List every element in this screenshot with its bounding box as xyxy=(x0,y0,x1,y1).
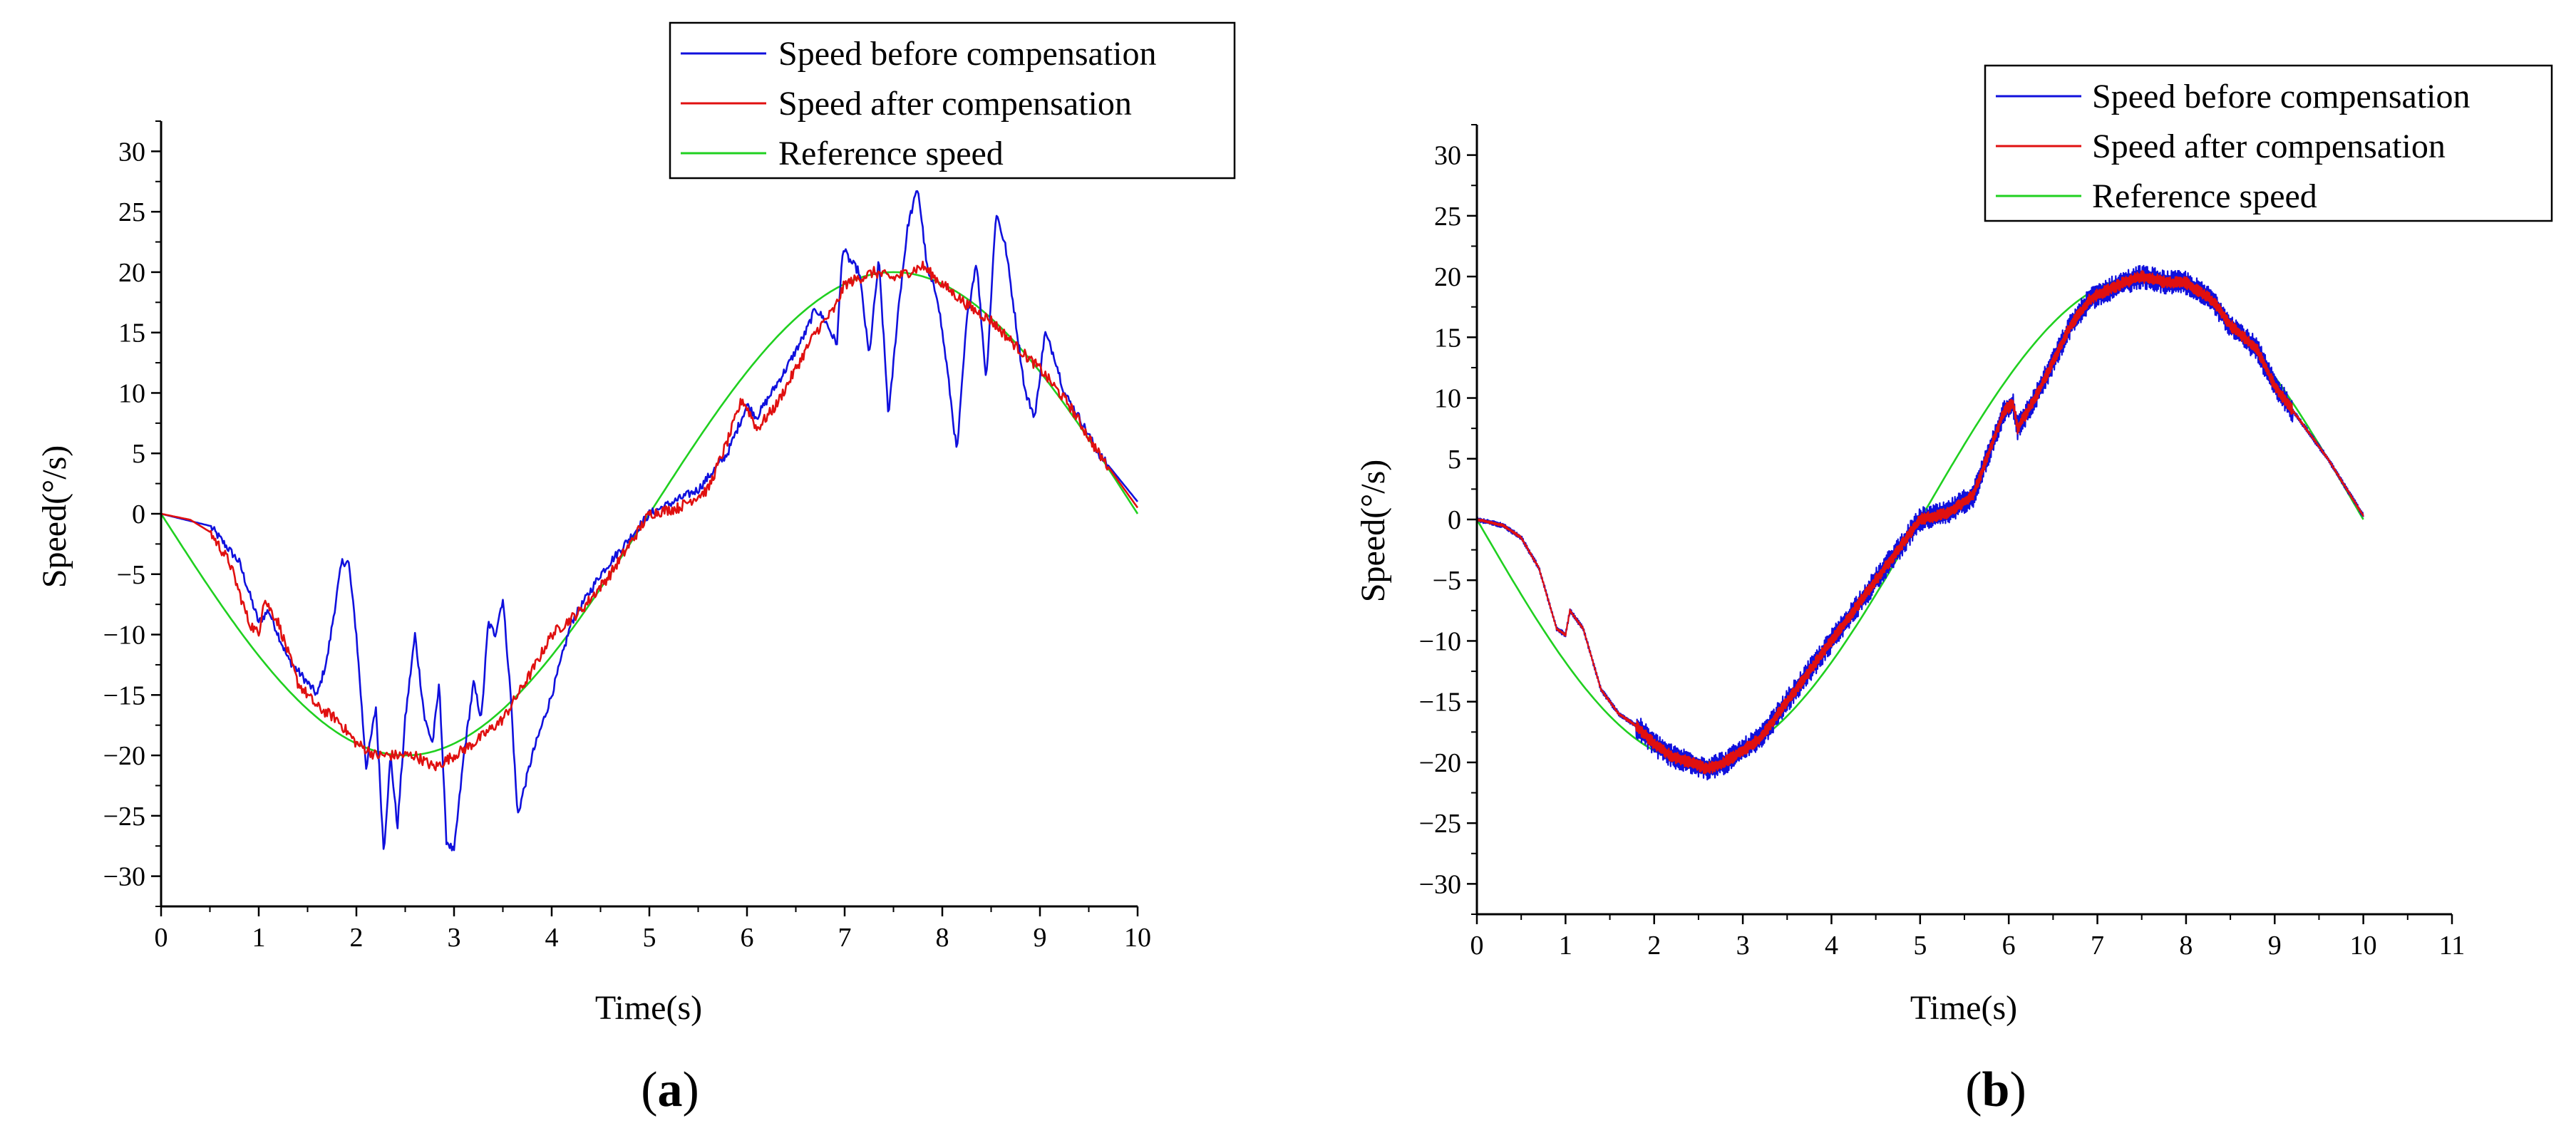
x-tick-label-b: 10 xyxy=(2350,931,2377,961)
y-axis-title-a: Speed(°/s) xyxy=(36,445,73,588)
y-tick-label-a: 15 xyxy=(118,319,145,348)
y-tick-label-a: 10 xyxy=(118,378,145,408)
y-tick-label-a: −30 xyxy=(103,862,145,892)
y-tick-label-b: −5 xyxy=(1433,566,1461,596)
y-tick-label-b: 5 xyxy=(1448,445,1461,475)
series-line-a-after xyxy=(160,260,1139,772)
chart-panel-b: 0 1 2 3 4 5 6 7 8 9 10 11 −30 −25 −20 −15 −10 −5 0 5 10 15 20 2… xyxy=(1354,64,2553,1117)
x-tick-label-a: 9 xyxy=(1034,923,1047,953)
x-tick-label-b: 11 xyxy=(2439,931,2466,961)
y-tick-label-b: −25 xyxy=(1419,809,1461,839)
x-tick-label-a: 7 xyxy=(838,923,852,953)
series-group-a xyxy=(160,190,1139,852)
x-tick-label-a: 0 xyxy=(155,923,168,953)
y-tick-label-a: −5 xyxy=(117,560,145,590)
y-tick-label-a: −25 xyxy=(103,802,145,832)
x-tick-label-a: 6 xyxy=(741,923,754,953)
panel-label-b: (b) xyxy=(1965,1062,2026,1117)
y-tick-label-b: −10 xyxy=(1419,626,1461,656)
legend-label-after-b: Speed after compensation xyxy=(2092,128,2446,165)
y-tick-label-b: 10 xyxy=(1434,384,1461,414)
panel-label-a: (a) xyxy=(641,1062,699,1117)
y-tick-label-a: −10 xyxy=(103,621,145,651)
series-group-b xyxy=(1475,264,2364,781)
y-tick-label-b: −30 xyxy=(1419,869,1461,899)
legend-b: Speed before compensation Speed after co… xyxy=(1984,64,2553,222)
x-tick-label-b: 6 xyxy=(2002,931,2016,961)
legend-label-reference-b: Reference speed xyxy=(2092,177,2317,215)
legend-label-after-a: Speed after compensation xyxy=(778,85,1132,123)
x-axis-title-a: Time(s) xyxy=(595,989,702,1027)
x-tick-label-b: 0 xyxy=(1470,931,1484,961)
series-line-b-after xyxy=(1476,269,2364,775)
x-tick-label-b: 9 xyxy=(2268,931,2282,961)
y-tick-label-b: −15 xyxy=(1419,688,1461,718)
ticks-a: 0 1 2 3 4 5 6 7 8 9 10 −30 −25 −20 −15 −10 −5 0 5 10 15 20 25 3… xyxy=(103,120,1151,953)
series-line-a-before xyxy=(160,190,1138,852)
x-tick-label-b: 1 xyxy=(1559,931,1572,961)
x-tick-label-a: 1 xyxy=(252,923,266,953)
y-tick-label-b: −20 xyxy=(1419,748,1461,778)
x-tick-label-a: 3 xyxy=(448,923,461,953)
y-tick-label-b: 25 xyxy=(1434,202,1461,232)
x-axis-title-b: Time(s) xyxy=(1910,989,2017,1027)
x-tick-label-b: 3 xyxy=(1736,931,1750,961)
x-tick-label-a: 5 xyxy=(643,923,656,953)
x-tick-label-b: 8 xyxy=(2179,931,2193,961)
legend-label-before-b: Speed before compensation xyxy=(2092,78,2470,115)
x-tick-label-b: 5 xyxy=(1913,931,1927,961)
x-tick-label-a: 8 xyxy=(936,923,949,953)
y-axis-title-b: Speed(°/s) xyxy=(1354,460,1392,602)
y-tick-label-b: 15 xyxy=(1434,323,1461,353)
x-tick-label-a: 10 xyxy=(1124,923,1151,953)
legend-a: Speed before compensation Speed after co… xyxy=(669,21,1236,180)
y-tick-label-a: 20 xyxy=(118,258,145,288)
x-tick-label-b: 7 xyxy=(2091,931,2104,961)
y-tick-label-b: 20 xyxy=(1434,262,1461,292)
legend-label-before-a: Speed before compensation xyxy=(778,35,1156,73)
y-tick-label-a: −15 xyxy=(103,681,145,710)
y-tick-label-b: 30 xyxy=(1434,141,1461,171)
x-tick-label-a: 2 xyxy=(350,923,364,953)
y-tick-label-b: 0 xyxy=(1448,505,1461,535)
x-tick-label-a: 4 xyxy=(545,923,559,953)
y-tick-label-a: 0 xyxy=(132,500,145,529)
ticks-b: 0 1 2 3 4 5 6 7 8 9 10 11 −30 −25 −20 −15 −10 −5 0 5 10 15 20 2… xyxy=(1419,124,2466,961)
y-tick-label-a: 5 xyxy=(132,439,145,469)
axes-b xyxy=(1475,125,2452,916)
y-tick-label-a: −20 xyxy=(103,741,145,771)
y-tick-label-a: 30 xyxy=(118,137,145,167)
x-tick-label-b: 2 xyxy=(1647,931,1661,961)
legend-label-reference-a: Reference speed xyxy=(778,135,1004,172)
x-tick-label-b: 4 xyxy=(1825,931,1838,961)
chart-panel-a: 0 1 2 3 4 5 6 7 8 9 10 −30 −25 −20 −15 −10 −5 0 5 10 15 20 25 3… xyxy=(36,21,1236,1117)
y-tick-label-a: 25 xyxy=(118,197,145,227)
